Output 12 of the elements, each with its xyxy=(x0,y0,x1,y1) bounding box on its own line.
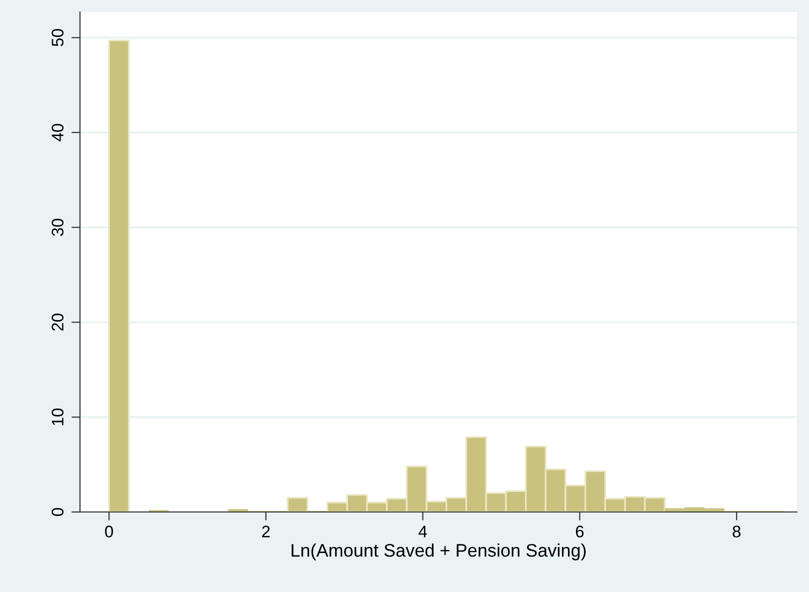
y-tick-label: 40 xyxy=(52,124,64,142)
x-tick-label: 8 xyxy=(732,526,741,538)
y-tick-label: 30 xyxy=(52,218,64,236)
x-tick-label: 4 xyxy=(418,526,427,538)
x-axis-title: Ln(Amount Saved + Pension Saving) xyxy=(292,544,586,560)
y-tick-label: 50 xyxy=(52,29,64,46)
y-tick-label: 0 xyxy=(52,508,64,516)
y-tick-label: 20 xyxy=(52,314,64,331)
x-tick-label: 6 xyxy=(576,526,584,538)
x-tick-label: 2 xyxy=(262,526,270,538)
y-tick-label: 10 xyxy=(52,408,64,426)
x-tick-label: 0 xyxy=(105,526,114,538)
